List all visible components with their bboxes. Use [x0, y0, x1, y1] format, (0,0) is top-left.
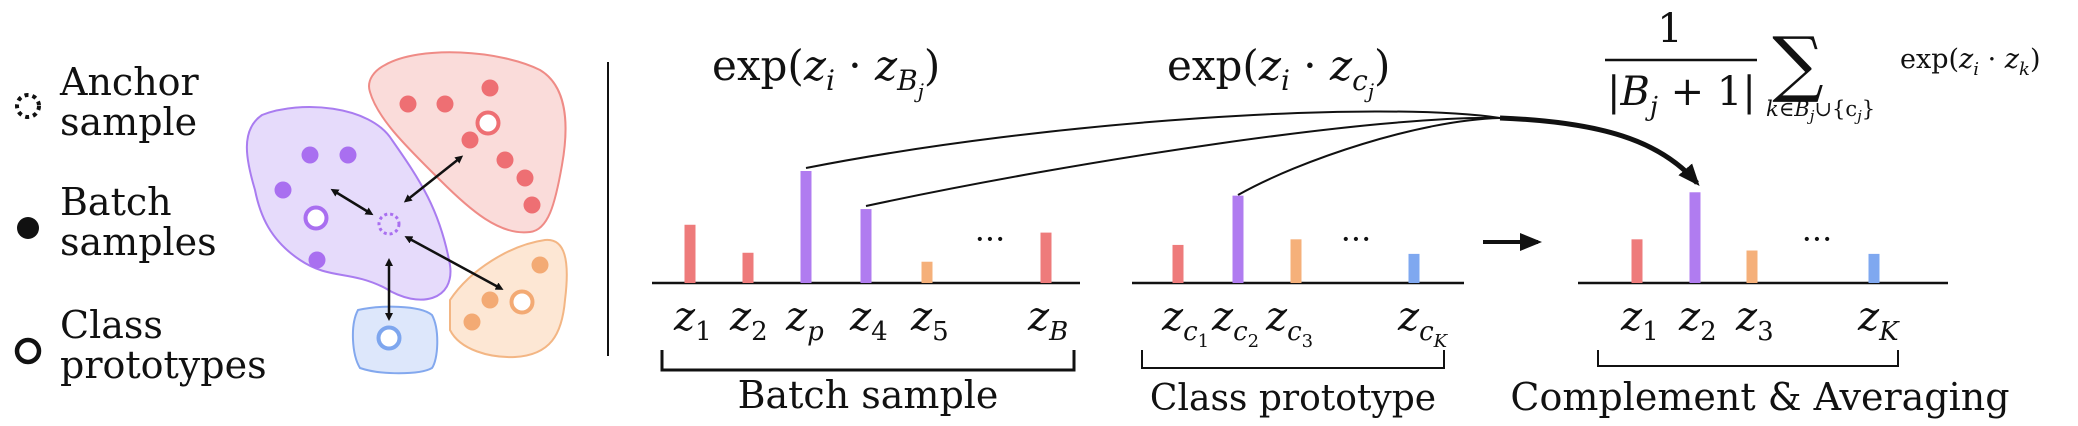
legend-class-label-2: prototypes [60, 343, 267, 387]
proto-axis-label: zc1 [1161, 294, 1209, 352]
batch-bar-4 [860, 209, 872, 283]
sum-term: exp(zi · zk) [1900, 44, 2040, 80]
batch-bar-1 [684, 224, 696, 283]
result-bars [1631, 192, 1880, 283]
batch-bar-3 [800, 171, 812, 283]
batch-bar-5 [921, 261, 933, 283]
proto-bar-3 [1290, 239, 1302, 283]
result-axis-label: z1 [1620, 294, 1659, 347]
prototype-bars [1172, 195, 1420, 283]
purple-dot [301, 146, 319, 164]
result-ellipsis: ··· [1802, 220, 1833, 258]
legend-batch-label: Batch [60, 180, 172, 224]
purple-dot [308, 251, 326, 269]
result-bracket [1597, 350, 1899, 367]
batch-axis-label: z5 [910, 294, 949, 347]
orange-cluster [449, 238, 568, 359]
sum-subscript: k∈Bj∪{cj} [1766, 97, 1875, 125]
connector-curve-zp [805, 110, 1501, 169]
legend-anchor-label: Anchor [59, 60, 200, 104]
orange-prototype [509, 289, 535, 315]
average-denominator: |Bj + 1| [1607, 69, 1756, 122]
cluster-illustration [245, 51, 568, 375]
result-bar-3 [1746, 250, 1758, 283]
blue-prototype [376, 325, 402, 351]
purple-dot [274, 181, 292, 199]
result-bar-2 [1689, 192, 1701, 283]
legend: Anchor sample Batch samples Class protot… [14, 60, 267, 387]
red-dot [436, 95, 454, 113]
purple-prototype [303, 205, 329, 231]
red-dot [399, 95, 417, 113]
prototype-ellipsis: ··· [1341, 220, 1372, 258]
connector-curve-zc2 [1237, 117, 1501, 196]
batch-axis-label: z1 [673, 294, 712, 347]
batch-axis-label: z2 [729, 294, 768, 347]
batch-legend-icon [17, 217, 39, 239]
proto-bar-1 [1172, 244, 1184, 283]
batch-axis-labels: z1 z2 zp z4 z5 zB [673, 294, 1068, 347]
red-dot [516, 169, 534, 187]
result-group-label: Complement & Averaging [1510, 375, 2009, 419]
legend-class-label: Class [60, 303, 163, 347]
red-dot [481, 79, 499, 97]
average-formula: 1 |Bj + 1| ∑ k∈Bj∪{cj} exp(zi · zk) [1605, 6, 2040, 125]
anchor-to-purple-proto-arrow [330, 188, 374, 216]
batch-group-label: Batch sample [738, 373, 999, 417]
connector-arrow-to-result [1499, 115, 1700, 187]
anchor-sample [377, 212, 401, 236]
red-dot [523, 196, 541, 214]
batch-bar-6 [1040, 232, 1052, 283]
result-axis-label: z2 [1678, 294, 1717, 347]
proto-bar-2 [1232, 195, 1244, 283]
prototype-group-label: Class prototype [1150, 378, 1436, 419]
batch-formula: exp(zi · zBj) [712, 41, 940, 103]
orange-dot [481, 291, 499, 309]
purple-dot [339, 146, 357, 164]
batch-bar-2 [742, 252, 754, 283]
prototype-bracket [1141, 350, 1445, 369]
prototype-formula: exp(zi · zcj) [1167, 41, 1390, 103]
sum-symbol: ∑ [1772, 21, 1823, 105]
average-numerator: 1 [1657, 6, 1682, 52]
proto-axis-label: zcK [1397, 294, 1449, 352]
legend-anchor-label-2: sample [60, 100, 197, 144]
batch-ellipsis: ··· [975, 220, 1006, 258]
prototype-legend-icon [14, 337, 42, 365]
proto-axis-label: zc2 [1211, 294, 1259, 352]
batch-bracket [660, 350, 1076, 372]
result-axis-label: z3 [1735, 294, 1774, 347]
orange-dot [463, 313, 481, 331]
proto-axis-label: zc3 [1265, 294, 1313, 352]
result-axis-label: zK [1857, 294, 1900, 347]
result-bar-group: z1 z2 z3 zK ··· Complement & Averaging [1510, 192, 2010, 419]
batch-axis-label: zB [1027, 294, 1068, 347]
anchor-to-red-arrow [403, 155, 464, 203]
result-axis-labels: z1 z2 z3 zK [1620, 294, 1900, 347]
batch-bar-group: z1 z2 zp z4 z5 zB ··· Batch sample [652, 171, 1080, 417]
batch-bars [684, 171, 1052, 283]
anchor-legend-icon [15, 93, 41, 119]
batch-axis-label: z4 [849, 294, 888, 347]
batch-axis-label: zp [785, 294, 824, 347]
result-bar-4 [1868, 253, 1880, 283]
red-dot [496, 151, 514, 169]
anchor-to-orange-arrow [404, 236, 504, 290]
result-bar-1 [1631, 239, 1643, 283]
red-prototype [475, 110, 501, 136]
proto-bar-4 [1408, 253, 1420, 283]
red-dot [461, 131, 479, 149]
legend-batch-label-2: samples [60, 220, 217, 264]
orange-dot [531, 256, 549, 274]
connector-curve-z4 [865, 116, 1501, 207]
